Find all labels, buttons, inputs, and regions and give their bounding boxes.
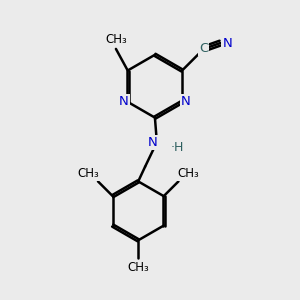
Text: CH₃: CH₃ xyxy=(105,33,127,46)
Text: ·H: ·H xyxy=(171,141,184,154)
Text: CH₃: CH₃ xyxy=(127,261,149,274)
Text: CH₃: CH₃ xyxy=(77,167,99,180)
Text: C: C xyxy=(199,42,208,56)
Text: N: N xyxy=(181,95,191,108)
Text: CH₃: CH₃ xyxy=(177,167,199,180)
Text: N: N xyxy=(148,136,158,148)
Text: N: N xyxy=(222,37,232,50)
Text: N: N xyxy=(119,95,129,108)
